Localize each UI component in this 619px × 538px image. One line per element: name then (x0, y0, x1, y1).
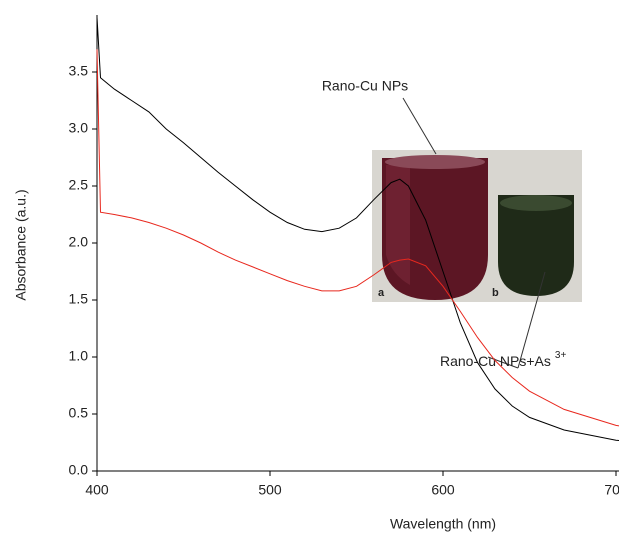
annotation: Rano-Cu NPs (322, 78, 408, 94)
y-tick-label: 3.5 (69, 63, 89, 79)
data-line (96, 17, 619, 441)
y-tick-label: 2.0 (69, 234, 89, 250)
y-tick-label: 3.0 (69, 120, 89, 136)
callout-line (402, 97, 437, 155)
callout-line (517, 271, 546, 369)
y-tick-label: 2.5 (69, 177, 89, 193)
annotation-superscript: 3+ (555, 350, 567, 361)
inset-label: b (492, 287, 499, 299)
inset-photo (372, 150, 582, 302)
inset-label: a (378, 287, 385, 299)
x-tick-label: 600 (431, 482, 455, 498)
y-tick-label: 0.5 (69, 405, 89, 421)
annotation: Rano-Cu NPs+As 3+ (440, 350, 566, 369)
x-axis-title: Wavelength (nm) (390, 516, 496, 532)
y-axis-title: Absorbance (a.u.) (13, 189, 29, 300)
callout-line (487, 356, 519, 369)
y-tick-label: 1.0 (69, 348, 89, 364)
x-tick-label: 500 (258, 482, 282, 498)
data-line (96, 49, 619, 427)
y-tick-label: 0.0 (69, 462, 89, 478)
x-tick-label: 700 (604, 482, 619, 498)
y-tick-label: 1.5 (69, 291, 89, 307)
x-tick-label: 400 (85, 482, 109, 498)
